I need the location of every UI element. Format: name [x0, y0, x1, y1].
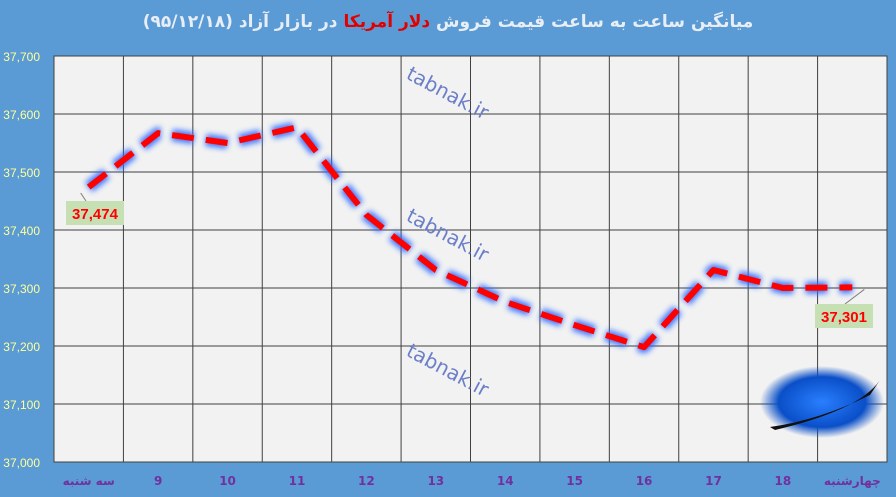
y-tick-label: 37,500	[3, 166, 40, 180]
data-label: 37,474	[72, 206, 119, 223]
y-tick-label: 37,100	[3, 398, 40, 412]
x-tick-label: 13	[427, 474, 444, 488]
y-tick-label: 37,400	[3, 224, 40, 238]
x-tick-label: 18	[775, 474, 792, 488]
x-tick-label: 17	[705, 474, 722, 488]
data-label-leader	[844, 289, 865, 305]
x-tick-label: 12	[358, 474, 375, 488]
x-tick-label: 14	[497, 474, 514, 488]
x-tick-label: سه شنبه	[63, 474, 115, 488]
x-tick-label: 16	[636, 474, 653, 488]
y-tick-label: 37,600	[3, 108, 40, 122]
x-tick-label: 11	[289, 474, 306, 488]
x-tick-label: 15	[566, 474, 583, 488]
y-tick-label: 37,200	[3, 340, 40, 354]
y-tick-label: 37,300	[3, 282, 40, 296]
data-label: 37,301	[821, 309, 867, 326]
data-label-box	[815, 304, 873, 328]
y-tick-label: 37,700	[3, 50, 40, 64]
x-tick-label: 9	[154, 474, 162, 488]
title-highlight: دلار آمریکا	[343, 12, 431, 32]
data-label-box	[66, 201, 124, 225]
title-part2: در بازار آزاد (۹۵/۱۲/۱۸)	[142, 12, 338, 32]
chart-title: میانگین ساعت به ساعت قیمت فروش دلار آمری…	[0, 12, 896, 32]
y-tick-label: 37,000	[3, 456, 40, 470]
series-line	[86, 124, 853, 351]
logo	[760, 366, 884, 438]
x-tick-label: چهارشنبه	[824, 474, 881, 488]
x-tick-label: 10	[219, 474, 236, 488]
data-label-leader	[80, 192, 87, 202]
title-part1: میانگین ساعت به ساعت قیمت فروش	[436, 12, 754, 32]
logo-ellipse	[760, 366, 884, 438]
